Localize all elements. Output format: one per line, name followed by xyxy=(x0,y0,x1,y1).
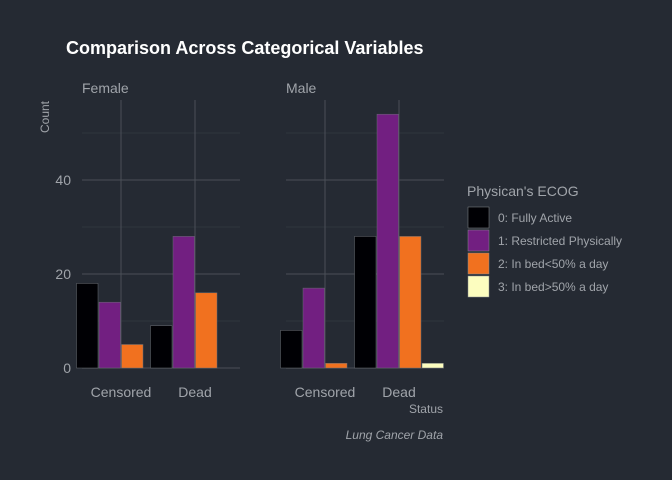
x-tick-label: Censored xyxy=(91,384,152,400)
facet-panel-female: Female Censored Dead xyxy=(76,80,240,400)
y-tick-label: 20 xyxy=(55,266,71,282)
bar-female-dead-ecog1 xyxy=(172,236,195,369)
facet-label-male: Male xyxy=(286,80,317,96)
caption: Lung Cancer Data xyxy=(346,428,444,442)
bar-male-censored-ecog0 xyxy=(280,330,303,369)
legend-label-0: 0: Fully Active xyxy=(498,211,572,225)
legend-title: Physican's ECOG xyxy=(467,183,579,199)
y-tick-label: 0 xyxy=(63,360,71,376)
x-tick-label: Dead xyxy=(382,384,415,400)
bar-female-censored-ecog2 xyxy=(121,344,144,369)
x-axis-label: Status xyxy=(409,402,443,416)
bar-male-dead-ecog1 xyxy=(376,113,399,369)
bar-male-dead-ecog3 xyxy=(421,363,444,369)
legend-label-3: 3: In bed>50% a day xyxy=(498,280,608,294)
chart-title: Comparison Across Categorical Variables xyxy=(66,38,423,58)
bar-female-censored-ecog0 xyxy=(76,283,99,369)
bar-male-dead-ecog0 xyxy=(354,236,377,369)
legend-label-1: 1: Restricted Physically xyxy=(498,234,622,248)
bar-male-dead-ecog2 xyxy=(399,236,422,369)
x-tick-label: Censored xyxy=(295,384,356,400)
facet-label-female: Female xyxy=(82,80,129,96)
bar-male-censored-ecog2 xyxy=(325,363,348,369)
bar-female-censored-ecog1 xyxy=(98,301,121,369)
bar-female-dead-ecog2 xyxy=(195,292,218,369)
bar-female-dead-ecog0 xyxy=(150,325,173,369)
legend-swatch-3 xyxy=(467,275,490,298)
legend: Physican's ECOG 0: Fully Active 1: Restri… xyxy=(467,183,622,298)
facet-panels: Female Censored Dead Male Censored Dead 0 20 40 xyxy=(55,80,444,400)
facet-panel-male: Male Censored Dead xyxy=(280,80,444,400)
x-tick-label: Dead xyxy=(178,384,211,400)
bar-male-censored-ecog1 xyxy=(302,287,325,369)
y-tick-label: 40 xyxy=(55,172,71,188)
legend-swatch-1 xyxy=(467,229,490,252)
legend-swatch-2 xyxy=(467,252,490,275)
y-axis-label: Count xyxy=(38,100,52,133)
legend-label-2: 2: In bed<50% a day xyxy=(498,257,608,271)
legend-swatch-0 xyxy=(467,206,490,229)
